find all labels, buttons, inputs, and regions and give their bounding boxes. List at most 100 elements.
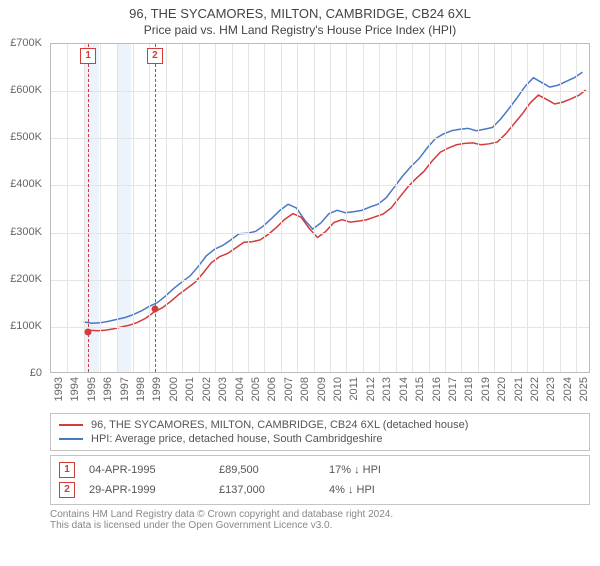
footer-line-2: This data is licensed under the Open Gov…	[50, 520, 590, 531]
transaction-price: £89,500	[219, 464, 329, 476]
x-axis-labels: 1993199419951996199719981999200020012002…	[50, 373, 590, 407]
x-tick-label: 2002	[201, 377, 213, 401]
chart-subtitle: Price paid vs. HM Land Registry's House …	[0, 23, 600, 37]
vgrid-line	[166, 44, 167, 372]
vgrid-line	[379, 44, 380, 372]
transaction-dot-2	[151, 306, 158, 313]
hgrid-line	[51, 280, 589, 281]
transaction-row-marker: 2	[59, 482, 75, 498]
vgrid-line	[100, 44, 101, 372]
vgrid-line	[248, 44, 249, 372]
chart-title: 96, THE SYCAMORES, MILTON, CAMBRIDGE, CB…	[0, 6, 600, 21]
x-tick-label: 1994	[69, 377, 81, 401]
x-tick-label: 2006	[266, 377, 278, 401]
line-layer	[51, 44, 589, 372]
transaction-row-marker: 1	[59, 462, 75, 478]
vgrid-line	[576, 44, 577, 372]
transaction-diff: 4% ↓ HPI	[329, 484, 449, 496]
x-tick-label: 1998	[135, 377, 147, 401]
vgrid-line	[543, 44, 544, 372]
y-tick-label: £600K	[10, 84, 42, 96]
y-tick-label: £700K	[10, 37, 42, 49]
x-tick-label: 1997	[119, 377, 131, 401]
legend-item: HPI: Average price, detached house, Sout…	[59, 432, 581, 446]
legend-item: 96, THE SYCAMORES, MILTON, CAMBRIDGE, CB…	[59, 418, 581, 432]
vgrid-line	[412, 44, 413, 372]
hgrid-line	[51, 327, 589, 328]
transactions-table: 1 04-APR-1995£89,50017% ↓ HPI 2 29-APR-1999…	[50, 455, 590, 505]
x-tick-label: 2018	[463, 377, 475, 401]
legend-swatch	[59, 421, 83, 429]
x-tick-label: 2023	[545, 377, 557, 401]
vgrid-line	[494, 44, 495, 372]
vgrid-line	[560, 44, 561, 372]
legend-label: HPI: Average price, detached house, Sout…	[91, 433, 382, 445]
x-tick-label: 2001	[184, 377, 196, 401]
y-tick-label: £400K	[10, 178, 42, 190]
vgrid-line	[527, 44, 528, 372]
x-tick-label: 2021	[513, 377, 525, 401]
x-tick-label: 1996	[102, 377, 114, 401]
vgrid-line	[133, 44, 134, 372]
transaction-row: 2 29-APR-1999£137,0004% ↓ HPI	[59, 480, 581, 500]
y-tick-label: £100K	[10, 320, 42, 332]
vgrid-line	[232, 44, 233, 372]
legend: 96, THE SYCAMORES, MILTON, CAMBRIDGE, CB…	[50, 413, 590, 451]
series-line	[84, 72, 583, 323]
transaction-diff: 17% ↓ HPI	[329, 464, 449, 476]
x-tick-label: 2014	[398, 377, 410, 401]
vgrid-line	[149, 44, 150, 372]
transaction-date: 04-APR-1995	[89, 464, 219, 476]
transaction-row: 1 04-APR-1995£89,50017% ↓ HPI	[59, 460, 581, 480]
x-tick-label: 2016	[431, 377, 443, 401]
vgrid-line	[330, 44, 331, 372]
transaction-vline	[155, 44, 156, 372]
vgrid-line	[396, 44, 397, 372]
x-tick-label: 2011	[348, 377, 360, 401]
x-tick-label: 2022	[529, 377, 541, 401]
vgrid-line	[84, 44, 85, 372]
transaction-date: 29-APR-1999	[89, 484, 219, 496]
transaction-vline	[88, 44, 89, 372]
transaction-marker-1: 1	[80, 48, 96, 64]
x-tick-label: 2009	[316, 377, 328, 401]
x-tick-label: 2003	[217, 377, 229, 401]
x-tick-label: 2019	[480, 377, 492, 401]
hgrid-line	[51, 185, 589, 186]
plot-region: 12	[50, 43, 590, 373]
y-tick-label: £0	[30, 367, 42, 379]
x-tick-label: 1995	[86, 377, 98, 401]
vgrid-line	[117, 44, 118, 372]
hgrid-line	[51, 91, 589, 92]
vgrid-line	[264, 44, 265, 372]
y-tick-label: £500K	[10, 131, 42, 143]
vgrid-line	[461, 44, 462, 372]
x-tick-label: 2005	[250, 377, 262, 401]
y-tick-label: £300K	[10, 226, 42, 238]
x-tick-label: 1999	[151, 377, 163, 401]
chart-area: £0£100K£200K£300K£400K£500K£600K£700K 12	[50, 43, 590, 373]
footer: Contains HM Land Registry data © Crown c…	[50, 509, 590, 531]
x-tick-label: 2008	[299, 377, 311, 401]
vgrid-line	[281, 44, 282, 372]
transaction-marker-2: 2	[147, 48, 163, 64]
transaction-price: £137,000	[219, 484, 329, 496]
vgrid-line	[429, 44, 430, 372]
x-tick-label: 2015	[414, 377, 426, 401]
x-tick-label: 2024	[562, 377, 574, 401]
x-tick-label: 2020	[496, 377, 508, 401]
hgrid-line	[51, 233, 589, 234]
vgrid-line	[215, 44, 216, 372]
vgrid-line	[346, 44, 347, 372]
x-tick-label: 2004	[234, 377, 246, 401]
vgrid-line	[297, 44, 298, 372]
vgrid-line	[478, 44, 479, 372]
transaction-dot-1	[85, 328, 92, 335]
legend-swatch	[59, 435, 83, 443]
vgrid-line	[199, 44, 200, 372]
legend-label: 96, THE SYCAMORES, MILTON, CAMBRIDGE, CB…	[91, 419, 468, 431]
vgrid-line	[182, 44, 183, 372]
x-tick-label: 2017	[447, 377, 459, 401]
footer-line-1: Contains HM Land Registry data © Crown c…	[50, 509, 590, 520]
vgrid-line	[511, 44, 512, 372]
